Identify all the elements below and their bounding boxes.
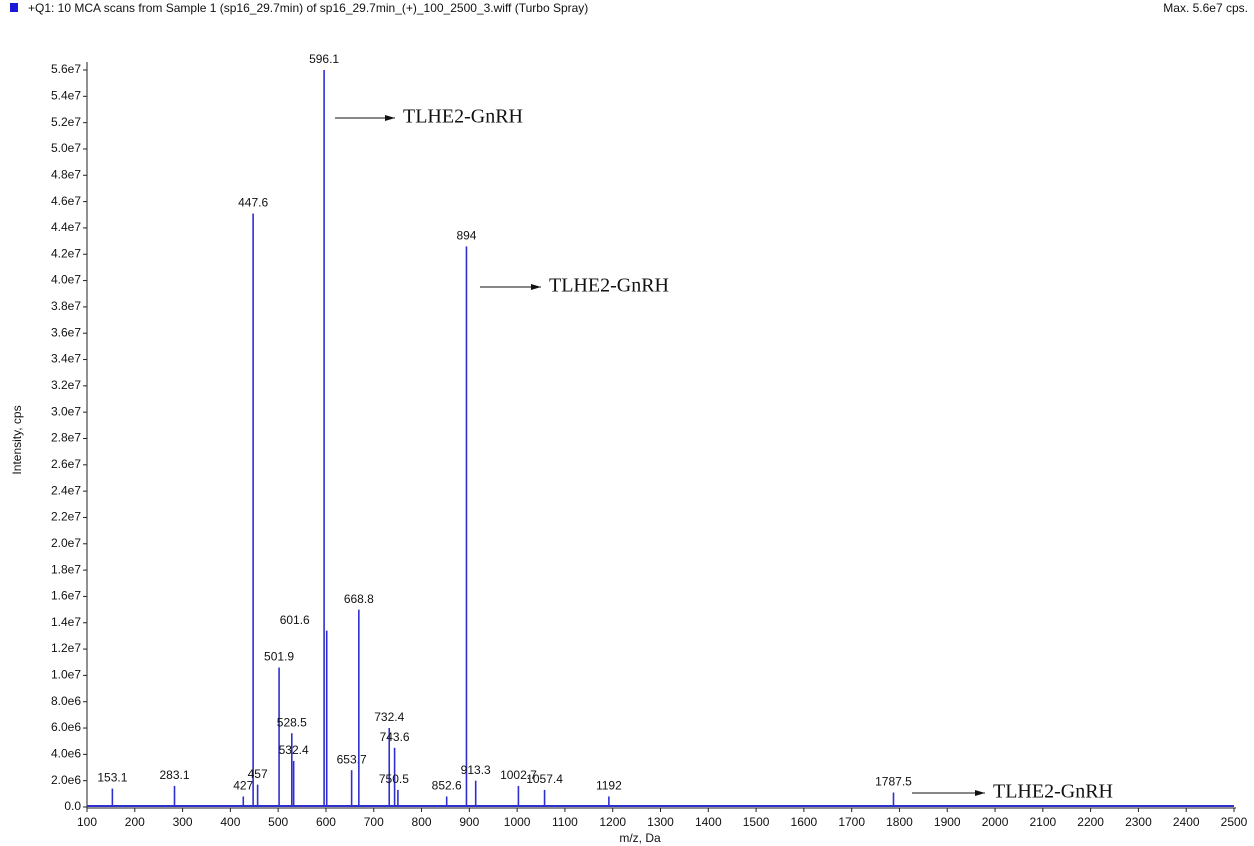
chart-title: +Q1: 10 MCA scans from Sample 1 (sp16_29…: [28, 1, 588, 15]
y-tick-label: 1.4e7: [51, 615, 81, 629]
max-label: Max. 5.6e7 cps.: [1163, 1, 1248, 15]
peak-label: 427: [233, 779, 253, 793]
x-tick-label: 1700: [838, 815, 865, 829]
peak-label: 852.6: [432, 779, 462, 793]
peak-label: 750.5: [379, 772, 409, 786]
peak-label: 668.8: [344, 592, 374, 606]
x-tick-label: 1300: [647, 815, 674, 829]
y-tick-label: 2.8e7: [51, 431, 81, 445]
y-tick-label: 2.2e7: [51, 510, 81, 524]
x-tick-label: 2000: [982, 815, 1009, 829]
x-tick-label: 500: [268, 815, 288, 829]
y-tick-label: 4.2e7: [51, 246, 81, 260]
y-tick-label: 2.0e6: [51, 773, 81, 787]
x-tick-label: 2200: [1077, 815, 1104, 829]
x-tick-label: 1200: [599, 815, 626, 829]
annotation: TLHE2-GnRH: [993, 781, 1113, 803]
x-tick-label: 1400: [695, 815, 722, 829]
x-tick-label: 1100: [552, 815, 578, 829]
y-tick-label: 5.4e7: [51, 88, 81, 102]
peak-label: 501.9: [264, 650, 294, 664]
peak-label: 653.7: [337, 752, 367, 766]
y-tick-label: 3.2e7: [51, 378, 81, 392]
y-tick-label: 4.0e6: [51, 747, 81, 761]
y-axis-title: Intensity, cps: [10, 405, 24, 474]
y-tick-label: 5.2e7: [51, 115, 81, 129]
peak-label: 894: [456, 229, 476, 243]
peak-label: 1192: [596, 779, 622, 793]
peak-label: 1057.4: [526, 772, 563, 786]
y-tick-label: 4.4e7: [51, 220, 81, 234]
peak-label: 596.1: [309, 52, 339, 66]
x-tick-label: 1900: [934, 815, 961, 829]
y-tick-label: 2.0e7: [51, 536, 81, 550]
peak-label: 601.6: [280, 613, 310, 627]
peak-label: 1002.7: [500, 768, 537, 782]
x-tick-label: 1600: [791, 815, 818, 829]
peak-label: 528.5: [277, 715, 307, 729]
peak-label: 283.1: [159, 768, 189, 782]
x-axis-title: m/z, Da: [619, 831, 661, 845]
y-tick-label: 4.0e7: [51, 273, 81, 287]
y-tick-label: 3.8e7: [51, 299, 81, 313]
peak-label: 732.4: [374, 710, 404, 724]
y-tick-label: 3.6e7: [51, 325, 81, 339]
y-tick-label: 2.4e7: [51, 483, 81, 497]
x-tick-label: 400: [220, 815, 240, 829]
y-tick-label: 5.6e7: [51, 62, 81, 76]
x-tick-label: 2500: [1221, 815, 1248, 829]
y-tick-label: 1.6e7: [51, 589, 81, 603]
y-tick-label: 3.0e7: [51, 404, 81, 418]
y-tick-label: 1.8e7: [51, 562, 81, 576]
x-tick-label: 100: [77, 815, 97, 829]
y-tick-label: 8.0e6: [51, 694, 81, 708]
y-tick-label: 6.0e6: [51, 720, 81, 734]
x-tick-label: 1000: [504, 815, 531, 829]
peak-label: 447.6: [238, 196, 268, 210]
x-tick-label: 200: [125, 815, 145, 829]
x-tick-label: 300: [173, 815, 193, 829]
annotation: TLHE2-GnRH: [403, 106, 523, 128]
x-tick-label: 2300: [1125, 815, 1152, 829]
peak-label: 532.4: [279, 743, 309, 757]
y-tick-label: 3.4e7: [51, 352, 81, 366]
y-tick-label: 0.0: [64, 799, 81, 813]
x-tick-label: 700: [364, 815, 384, 829]
y-tick-label: 1.2e7: [51, 641, 81, 655]
peak-label: 153.1: [97, 771, 127, 785]
y-tick-label: 4.8e7: [51, 167, 81, 181]
peak-label: 1787.5: [875, 775, 912, 789]
x-tick-label: 1800: [886, 815, 913, 829]
y-tick-label: 2.6e7: [51, 457, 81, 471]
series-marker: [10, 3, 18, 12]
y-tick-label: 4.6e7: [51, 194, 81, 208]
x-tick-label: 1500: [743, 815, 770, 829]
y-tick-label: 5.0e7: [51, 141, 81, 155]
x-tick-label: 900: [459, 815, 479, 829]
peak-label: 457: [248, 767, 268, 781]
peak-label: 913.3: [461, 763, 491, 777]
x-tick-label: 600: [316, 815, 336, 829]
x-tick-label: 2400: [1173, 815, 1200, 829]
x-tick-label: 800: [412, 815, 432, 829]
y-tick-label: 1.0e7: [51, 668, 81, 682]
x-tick-label: 2100: [1029, 815, 1056, 829]
peak-label: 743.6: [380, 730, 410, 744]
annotation: TLHE2-GnRH: [549, 275, 669, 297]
